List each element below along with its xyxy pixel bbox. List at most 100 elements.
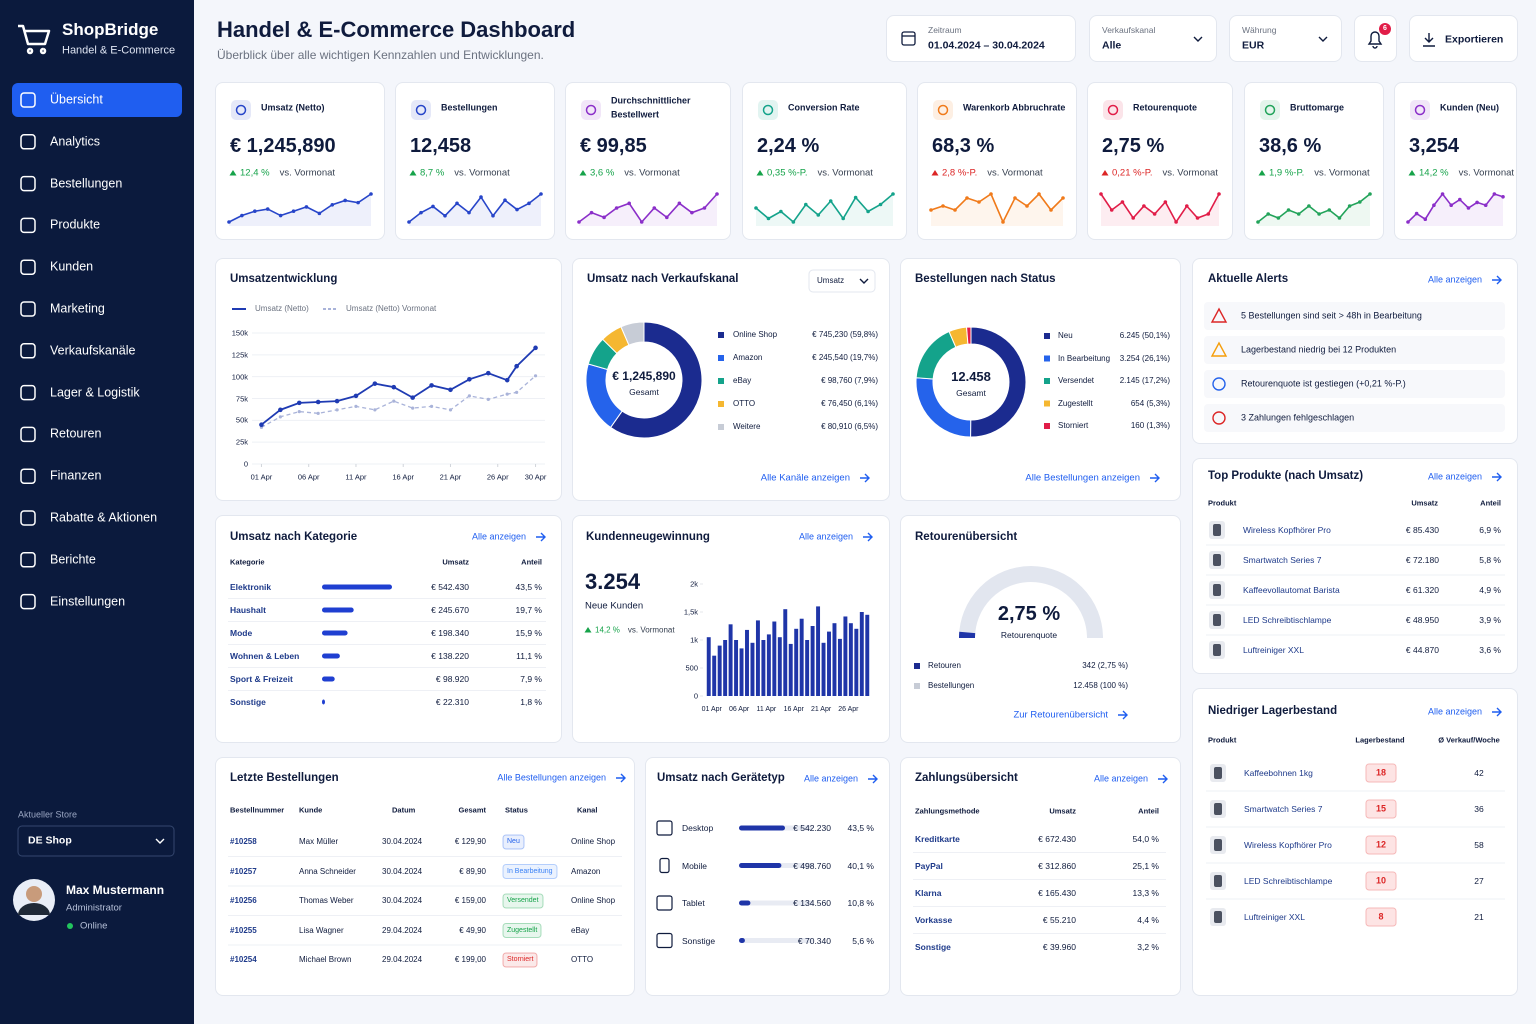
sparkline-point: [1286, 208, 1291, 212]
order-id[interactable]: #10258: [230, 837, 257, 847]
filter[interactable]: [886, 15, 1076, 62]
kpi-card: [565, 82, 731, 240]
kpi-change: 12,4 %: [240, 167, 270, 179]
sparkline-point: [1195, 216, 1200, 220]
device-icon: [656, 820, 673, 836]
y-tick-label: 25k: [235, 437, 248, 447]
nav-item[interactable]: Verkaufskanäle: [50, 343, 136, 358]
card: [1192, 688, 1518, 996]
link[interactable]: Alle anzeigen: [1427, 274, 1482, 285]
nav-item[interactable]: Produkte: [50, 217, 101, 232]
donut-segment: [620, 321, 645, 346]
filter[interactable]: [1229, 15, 1342, 62]
payment-share: 3,2 %: [1137, 941, 1159, 952]
nav-item[interactable]: Kunden: [50, 259, 94, 274]
kpi-icon: [762, 104, 774, 116]
notifications-button[interactable]: [1354, 15, 1397, 62]
link[interactable]: Alle anzeigen: [1427, 471, 1482, 482]
bar: [745, 629, 749, 696]
product-name[interactable]: Smartwatch Series 7: [1244, 803, 1323, 814]
sparkline: [755, 193, 894, 224]
sparkline-point: [1109, 208, 1114, 212]
product-name[interactable]: Luftreiniger XXL: [1243, 644, 1304, 655]
export-button[interactable]: [1409, 15, 1518, 62]
nav-item[interactable]: Einstellungen: [50, 594, 126, 609]
bar: [827, 631, 831, 696]
filter-value: 01.04.2024 – 30.04.2024: [928, 39, 1045, 52]
logo-icon: [18, 24, 51, 55]
nav-item[interactable]: Marketing: [50, 301, 105, 316]
category-share: 11,1 %: [516, 650, 542, 661]
link[interactable]: Alle Bestellungen anzeigen: [1025, 472, 1140, 484]
nav-item[interactable]: Finanzen: [50, 468, 102, 483]
link[interactable]: Alle anzeigen: [471, 531, 526, 542]
sparkline-point: [1475, 200, 1479, 205]
link[interactable]: Alle anzeigen: [798, 531, 853, 542]
payment-method: Kreditkarte: [915, 833, 960, 844]
line-point: [353, 393, 359, 399]
product-name[interactable]: Kaffeebohnen 1kg: [1244, 767, 1313, 778]
x-tick-label: 26 Apr: [486, 472, 509, 482]
bar: [739, 648, 744, 696]
sparkline-point: [1001, 220, 1005, 224]
bar-track: [739, 900, 813, 906]
order-id[interactable]: #10256: [230, 896, 257, 906]
product-revenue: € 61.320: [1405, 584, 1439, 595]
y-tick-label: 1k: [690, 635, 698, 645]
nav-item[interactable]: Lager & Logistik: [50, 385, 140, 400]
link[interactable]: Alle Bestellungen anzeigen: [497, 772, 606, 783]
link[interactable]: Alle anzeigen: [1093, 773, 1148, 784]
link[interactable]: Alle anzeigen: [803, 773, 858, 784]
device-revenue: € 134.560: [793, 897, 831, 908]
product-name[interactable]: Wireless Kopfhörer Pro: [1244, 839, 1332, 850]
line-point: [448, 408, 453, 412]
nav-icon: [20, 552, 36, 568]
bar: [761, 640, 766, 696]
card: [900, 258, 1181, 501]
sparkline-area: [409, 194, 541, 226]
nav-item[interactable]: Bestellungen: [50, 176, 123, 191]
link[interactable]: Alle anzeigen: [1427, 706, 1482, 717]
order-id[interactable]: #10257: [230, 866, 257, 876]
order-total: € 49,90: [459, 925, 486, 935]
product-name[interactable]: Kaffeevollautomat Barista: [1243, 584, 1340, 595]
dropdown-value[interactable]: Umsatz: [817, 276, 845, 286]
link[interactable]: Alle Kanäle anzeigen: [760, 472, 850, 484]
nav-icon: [20, 468, 36, 484]
payment-revenue: € 312.860: [1038, 860, 1076, 871]
sparkline-point: [467, 210, 471, 215]
nav-item[interactable]: Analytics: [50, 134, 101, 149]
product-name[interactable]: Luftreiniger XXL: [1244, 911, 1305, 922]
link[interactable]: Zur Retourenübersicht: [1013, 709, 1108, 721]
export-label[interactable]: Exportieren: [1445, 33, 1504, 46]
weekly-sales: 42: [1474, 767, 1484, 778]
sparkline-point: [240, 213, 244, 218]
sparkline-point: [343, 198, 347, 203]
order-id[interactable]: #10254: [230, 955, 257, 965]
nav-item[interactable]: Retouren: [50, 426, 102, 441]
nav-item[interactable]: Rabatte & Aktionen: [50, 510, 158, 525]
kpi-icon-bg: [411, 100, 431, 120]
arrow-icon: [860, 473, 870, 483]
kpi-change: 14,2 %: [1419, 167, 1449, 179]
nav-item[interactable]: Berichte: [50, 552, 96, 567]
sparkline: [228, 193, 372, 223]
device-icon: [659, 857, 670, 874]
column-header: Lagerbestand: [1355, 735, 1405, 745]
store-value[interactable]: DE Shop: [28, 834, 72, 847]
legend-value: 3.254 (26,1%): [1119, 353, 1170, 363]
product-name[interactable]: LED Schreibtischlampe: [1243, 614, 1332, 625]
nav-item[interactable]: Übersicht: [50, 92, 103, 107]
sparkline-point: [1025, 204, 1029, 208]
product-name[interactable]: Wireless Kopfhörer Pro: [1243, 524, 1331, 535]
column-header: Kategorie: [230, 557, 265, 567]
product-name[interactable]: LED Schreibtischlampe: [1244, 875, 1333, 886]
sparkline-point: [479, 195, 483, 199]
bar: [717, 645, 722, 696]
product-name[interactable]: Smartwatch Series 7: [1243, 554, 1322, 565]
order-id[interactable]: #10255: [230, 925, 257, 935]
product-image-shape: [1214, 767, 1222, 779]
bar-track: [739, 938, 813, 943]
kpi-trend: 0,21 %-P. vs. Vormonat: [1112, 168, 1218, 179]
